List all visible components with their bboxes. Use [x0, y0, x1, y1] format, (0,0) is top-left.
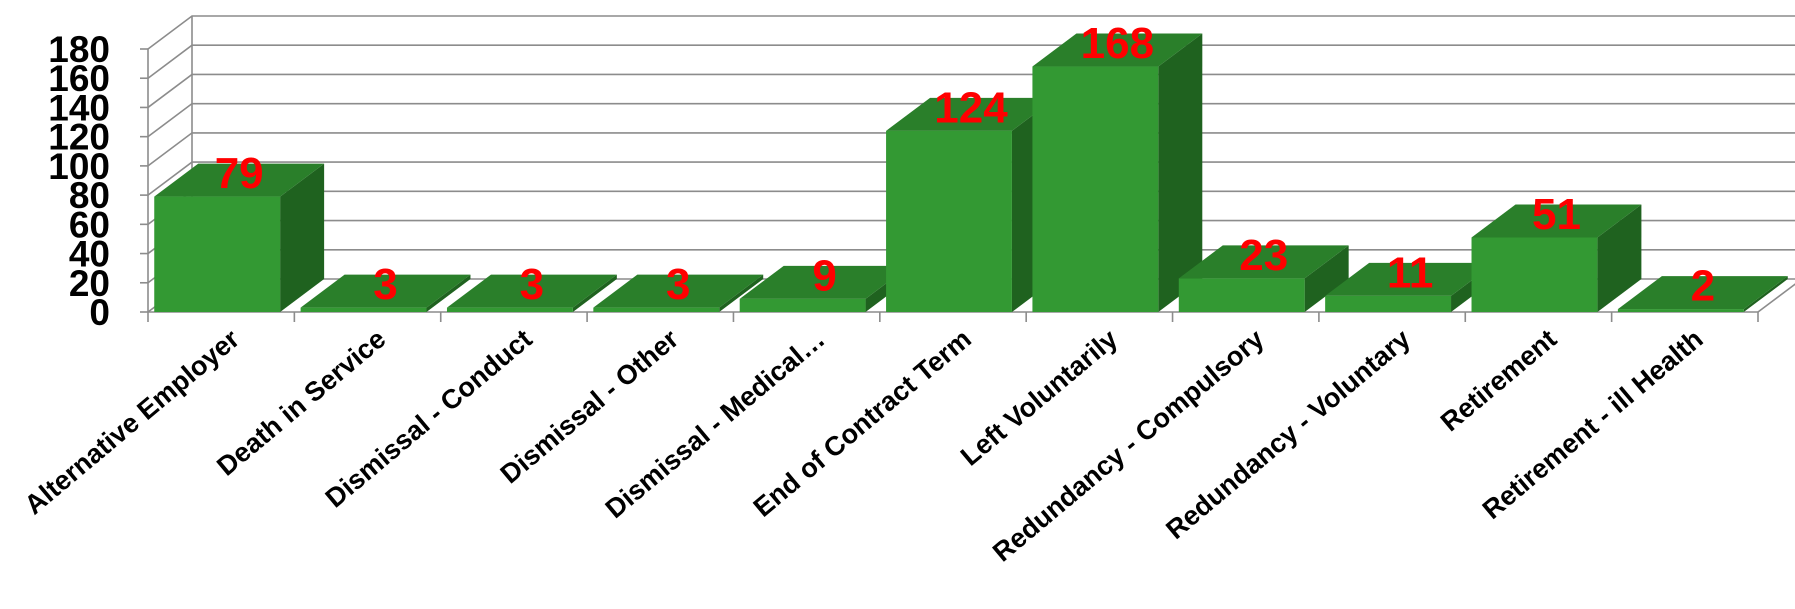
- data-label: 9: [812, 251, 836, 300]
- bar-front-face: [300, 307, 427, 312]
- bar-top-face: [1178, 245, 1349, 279]
- bar: [1471, 204, 1642, 312]
- bar-top-face: [1617, 276, 1788, 310]
- y-tick-label: 160: [48, 58, 110, 99]
- data-label: 124: [934, 83, 1008, 132]
- bar-front-face: [1032, 66, 1159, 313]
- x-tick-label: Left Voluntarily: [955, 324, 1123, 472]
- data-label: 168: [1081, 19, 1154, 68]
- data-label: 23: [1239, 231, 1288, 280]
- bar-top-face: [1032, 33, 1203, 67]
- bar-front-face: [154, 196, 281, 312]
- x-tick-label: Redundancy - Voluntary: [1160, 324, 1416, 545]
- x-tick-label: Alternative Employer: [19, 323, 246, 520]
- y-tick-label: 60: [69, 204, 110, 245]
- bar-front-face: [446, 307, 573, 312]
- bar-front-face: [1325, 295, 1452, 312]
- bar-side-face: [1743, 276, 1788, 312]
- bar: [154, 163, 325, 312]
- bar: [446, 274, 617, 312]
- bar-front-face: [1471, 237, 1598, 312]
- bar-side-face: [1158, 33, 1203, 313]
- data-label: 3: [520, 260, 544, 309]
- y-tick-label: 0: [89, 292, 110, 333]
- y-tick-label: 40: [69, 234, 110, 275]
- bar-top-face: [593, 274, 764, 308]
- y-tick-label: 80: [69, 175, 110, 216]
- data-labels: 79 3 3 3 9 124 168 23 11 51 2: [215, 19, 1715, 311]
- y-tick-label: 100: [48, 146, 110, 187]
- y-tick-label: 140: [48, 87, 110, 128]
- bar-top-face: [739, 265, 910, 299]
- bar-top-face: [886, 97, 1056, 131]
- data-label: 2: [1691, 262, 1715, 311]
- bar-top-face: [1325, 262, 1496, 296]
- data-label: 3: [666, 260, 690, 309]
- bar-top-face: [154, 163, 325, 197]
- x-tick-label: Retirement: [1435, 324, 1562, 438]
- bar-side-face: [1597, 204, 1642, 312]
- data-label: 51: [1532, 190, 1581, 239]
- y-tick-label: 180: [48, 29, 110, 70]
- data-label: 11: [1387, 248, 1434, 297]
- y-tick-label: 120: [48, 117, 110, 158]
- y-tick-label: 20: [69, 263, 110, 304]
- bar: [1617, 276, 1788, 312]
- bar-side-face: [719, 274, 764, 312]
- x-tick-label: Redundancy - Compulsory: [987, 324, 1269, 568]
- bar: [1032, 33, 1203, 313]
- gridline: [147, 44, 1795, 79]
- bar-side-face: [426, 274, 471, 312]
- bar-side-face: [280, 163, 325, 312]
- bar: [593, 274, 764, 312]
- bar-top-face: [1471, 204, 1642, 238]
- bar-front-face: [1178, 278, 1305, 312]
- bar-top-face: [300, 274, 471, 308]
- bar-side-face: [572, 274, 617, 312]
- bar: [300, 274, 471, 312]
- data-label: 79: [215, 149, 264, 198]
- bar-side-face: [1304, 245, 1349, 312]
- bar-front-face: [739, 298, 866, 312]
- bar: [1178, 245, 1349, 312]
- data-label: 3: [373, 260, 397, 309]
- bar-front-face: [593, 307, 720, 312]
- bar-layer: [154, 33, 1788, 313]
- bar-top-face: [446, 274, 617, 308]
- bar-front-face: [1617, 309, 1744, 312]
- gridline: [147, 15, 1795, 50]
- bar-front-face: [886, 130, 1012, 312]
